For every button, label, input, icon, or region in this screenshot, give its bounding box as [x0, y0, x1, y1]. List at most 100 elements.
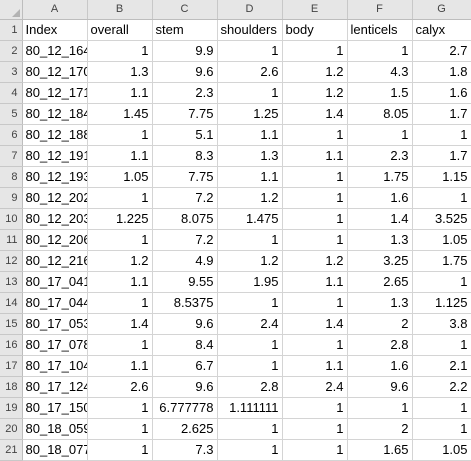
cell-c13[interactable]: 9.55 — [152, 271, 218, 293]
column-header-b[interactable]: B — [87, 0, 153, 20]
cell-c16[interactable]: 8.4 — [152, 334, 218, 356]
cell-e17[interactable]: 1.1 — [282, 355, 348, 377]
row-header[interactable]: 16 — [0, 334, 23, 356]
cell-a3[interactable]: 80_12_170 — [22, 61, 88, 83]
cell-d17[interactable]: 1 — [217, 355, 283, 377]
cell-a14[interactable]: 80_17_044 — [22, 292, 88, 314]
cell-c12[interactable]: 4.9 — [152, 250, 218, 272]
cell-e2[interactable]: 1 — [282, 40, 348, 62]
column-header-d[interactable]: D — [217, 0, 283, 20]
cell-e1[interactable]: body — [282, 19, 348, 41]
cell-c6[interactable]: 5.1 — [152, 124, 218, 146]
cell-g19[interactable]: 1 — [412, 397, 471, 419]
cell-a2[interactable]: 80_12_164 — [22, 40, 88, 62]
cell-d19[interactable]: 1.111111 — [217, 397, 283, 419]
cell-f13[interactable]: 2.65 — [347, 271, 413, 293]
cell-b7[interactable]: 1.1 — [87, 145, 153, 167]
row-header[interactable]: 5 — [0, 103, 23, 125]
cell-e8[interactable]: 1 — [282, 166, 348, 188]
cell-g7[interactable]: 1.7 — [412, 145, 471, 167]
cell-c17[interactable]: 6.7 — [152, 355, 218, 377]
cell-a13[interactable]: 80_17_041 — [22, 271, 88, 293]
cell-e7[interactable]: 1.1 — [282, 145, 348, 167]
row-header[interactable]: 14 — [0, 292, 23, 314]
cell-d6[interactable]: 1.1 — [217, 124, 283, 146]
cell-f3[interactable]: 4.3 — [347, 61, 413, 83]
cell-b10[interactable]: 1.225 — [87, 208, 153, 230]
cell-f21[interactable]: 1.65 — [347, 439, 413, 461]
row-header[interactable]: 12 — [0, 250, 23, 272]
cell-d10[interactable]: 1.475 — [217, 208, 283, 230]
cell-c19[interactable]: 6.777778 — [152, 397, 218, 419]
cell-e21[interactable]: 1 — [282, 439, 348, 461]
cell-d8[interactable]: 1.1 — [217, 166, 283, 188]
cell-b14[interactable]: 1 — [87, 292, 153, 314]
cell-f17[interactable]: 1.6 — [347, 355, 413, 377]
cell-a9[interactable]: 80_12_202 — [22, 187, 88, 209]
cell-g21[interactable]: 1.05 — [412, 439, 471, 461]
row-header[interactable]: 17 — [0, 355, 23, 377]
cell-g16[interactable]: 1 — [412, 334, 471, 356]
cell-c10[interactable]: 8.075 — [152, 208, 218, 230]
cell-c1[interactable]: stem — [152, 19, 218, 41]
cell-d21[interactable]: 1 — [217, 439, 283, 461]
cell-e16[interactable]: 1 — [282, 334, 348, 356]
cell-d14[interactable]: 1 — [217, 292, 283, 314]
cell-e13[interactable]: 1.1 — [282, 271, 348, 293]
cell-g2[interactable]: 2.7 — [412, 40, 471, 62]
cell-f4[interactable]: 1.5 — [347, 82, 413, 104]
cell-g9[interactable]: 1 — [412, 187, 471, 209]
cell-b15[interactable]: 1.4 — [87, 313, 153, 335]
row-header[interactable]: 3 — [0, 61, 23, 83]
cell-d2[interactable]: 1 — [217, 40, 283, 62]
cell-g3[interactable]: 1.8 — [412, 61, 471, 83]
column-header-f[interactable]: F — [347, 0, 413, 20]
column-header-c[interactable]: C — [152, 0, 218, 20]
row-header[interactable]: 10 — [0, 208, 23, 230]
cell-d1[interactable]: shoulders — [217, 19, 283, 41]
cell-d3[interactable]: 2.6 — [217, 61, 283, 83]
cell-g14[interactable]: 1.125 — [412, 292, 471, 314]
cell-b6[interactable]: 1 — [87, 124, 153, 146]
cell-c4[interactable]: 2.3 — [152, 82, 218, 104]
cell-f10[interactable]: 1.4 — [347, 208, 413, 230]
cell-f5[interactable]: 8.05 — [347, 103, 413, 125]
cell-f9[interactable]: 1.6 — [347, 187, 413, 209]
cell-a1[interactable]: Index — [22, 19, 88, 41]
cell-a5[interactable]: 80_12_184 — [22, 103, 88, 125]
cell-f19[interactable]: 1 — [347, 397, 413, 419]
row-header[interactable]: 13 — [0, 271, 23, 293]
row-header[interactable]: 4 — [0, 82, 23, 104]
cell-b16[interactable]: 1 — [87, 334, 153, 356]
cell-c7[interactable]: 8.3 — [152, 145, 218, 167]
cell-b5[interactable]: 1.45 — [87, 103, 153, 125]
cell-c21[interactable]: 7.3 — [152, 439, 218, 461]
cell-d18[interactable]: 2.8 — [217, 376, 283, 398]
cell-b4[interactable]: 1.1 — [87, 82, 153, 104]
cell-e20[interactable]: 1 — [282, 418, 348, 440]
cell-g15[interactable]: 3.8 — [412, 313, 471, 335]
cell-a6[interactable]: 80_12_188 — [22, 124, 88, 146]
row-header[interactable]: 19 — [0, 397, 23, 419]
row-header[interactable]: 11 — [0, 229, 23, 251]
cell-d4[interactable]: 1 — [217, 82, 283, 104]
cell-e5[interactable]: 1.4 — [282, 103, 348, 125]
cell-f6[interactable]: 1 — [347, 124, 413, 146]
cell-g17[interactable]: 2.1 — [412, 355, 471, 377]
cell-e15[interactable]: 1.4 — [282, 313, 348, 335]
select-all-corner[interactable] — [0, 0, 23, 20]
cell-f18[interactable]: 9.6 — [347, 376, 413, 398]
cell-e6[interactable]: 1 — [282, 124, 348, 146]
cell-a10[interactable]: 80_12_203 — [22, 208, 88, 230]
cell-b9[interactable]: 1 — [87, 187, 153, 209]
cell-g10[interactable]: 3.525 — [412, 208, 471, 230]
cell-e3[interactable]: 1.2 — [282, 61, 348, 83]
cell-d13[interactable]: 1.95 — [217, 271, 283, 293]
column-header-a[interactable]: A — [22, 0, 88, 20]
cell-b11[interactable]: 1 — [87, 229, 153, 251]
cell-d20[interactable]: 1 — [217, 418, 283, 440]
cell-a20[interactable]: 80_18_059 — [22, 418, 88, 440]
cell-b8[interactable]: 1.05 — [87, 166, 153, 188]
cell-c5[interactable]: 7.75 — [152, 103, 218, 125]
cell-b1[interactable]: overall — [87, 19, 153, 41]
